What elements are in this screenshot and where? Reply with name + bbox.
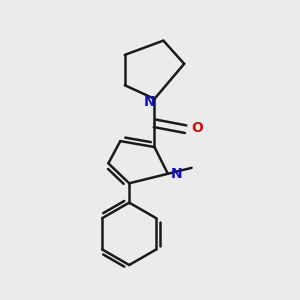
Text: N: N — [144, 95, 156, 110]
Text: O: O — [191, 121, 203, 135]
Text: N: N — [170, 167, 182, 181]
